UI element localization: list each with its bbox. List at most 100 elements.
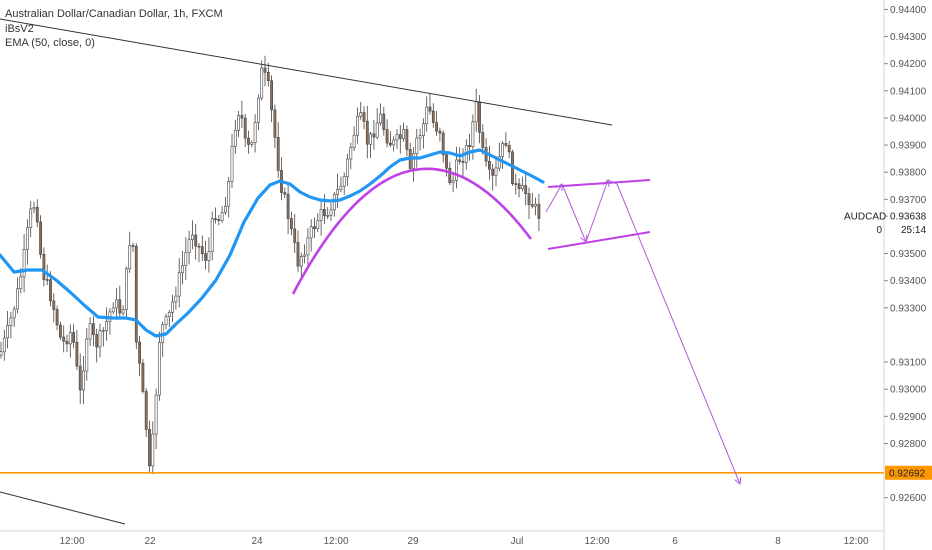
candle-body-26: [85, 338, 89, 372]
price-axis: 0.94400 0.94300 0.94200 0.94100 0.94000 0.939…: [844, 0, 932, 550]
projection-segment-2: [585, 179, 609, 243]
projection-arrowhead-0: [555, 183, 563, 192]
candle-body-79: [260, 67, 264, 99]
candle-body-154: [507, 145, 511, 153]
price-tick-label-6: 0.93800: [890, 168, 927, 179]
candle-body-75: [247, 137, 250, 145]
candle-body-163: [537, 203, 541, 219]
candle-body-55: [181, 265, 184, 274]
time-tick-label-7: 6: [672, 536, 678, 547]
candle-body-58: [191, 234, 194, 240]
level-price-label: 0.92692: [889, 468, 926, 479]
ema-line: [0, 148, 545, 338]
resistance-trendline: [0, 18, 613, 126]
candle-body-122: [402, 129, 406, 139]
candle-body-38: [125, 268, 128, 310]
projection-arrowhead-2: [602, 179, 610, 187]
candle-body-126: [415, 137, 419, 154]
candle-body-50: [164, 316, 168, 326]
last-price-value: 0.93638: [890, 212, 927, 223]
candle-body-109: [359, 112, 363, 117]
candles-group: [0, 55, 541, 475]
candle-body-93: [306, 237, 310, 256]
indicator-label-ibsv2[interactable]: iBsV2: [5, 23, 34, 35]
candle-body-34: [111, 307, 115, 313]
candle-body-54: [177, 272, 181, 297]
candle-body-13: [42, 254, 46, 280]
time-tick-label-8: 8: [775, 536, 781, 547]
candle-body-129: [425, 106, 429, 125]
candle-body-60: [197, 245, 201, 248]
candle-body-120: [395, 134, 399, 141]
candle-body-31: [101, 330, 105, 332]
candle-body-81: [266, 72, 270, 82]
candle-body-68: [224, 205, 227, 213]
candle-body-146: [481, 132, 485, 148]
candle-body-65: [214, 218, 217, 220]
candle-body-114: [375, 122, 379, 138]
candle-body-25: [82, 370, 85, 391]
price-tick-label-12: 0.93000: [890, 385, 927, 396]
candle-body-97: [319, 209, 323, 222]
candle-body-95: [313, 226, 316, 229]
candle-body-162: [534, 203, 538, 207]
time-tick-label-0: 12:00: [59, 536, 84, 547]
price-tick-label-0: 0.94400: [890, 5, 927, 16]
candle-body-2: [6, 324, 10, 339]
price-marker-label: 0: [876, 225, 882, 236]
indicator-label-ema[interactable]: EMA (50, close, 0): [5, 37, 95, 49]
rounding-top-arc: [291, 167, 533, 295]
candle-body-108: [355, 116, 359, 136]
candle-body-157: [517, 183, 521, 190]
candle-body-89: [293, 228, 297, 243]
candle-body-59: [194, 234, 198, 247]
candle-body-24: [78, 365, 82, 391]
candle-body-82: [270, 80, 274, 111]
drawings-group: [0, 18, 884, 525]
candle-body-143: [471, 121, 475, 148]
projection-arrowhead-3: [734, 476, 742, 485]
candle-body-127: [418, 135, 422, 139]
candle-body-6: [19, 276, 23, 289]
candle-body-77: [253, 122, 257, 144]
candle-body-27: [88, 323, 92, 340]
candle-body-43: [141, 362, 145, 392]
candle-body-20: [65, 340, 69, 345]
candle-body-47: [154, 394, 158, 435]
candle-body-18: [58, 324, 62, 338]
candle-body-3: [9, 317, 13, 326]
candle-body-88: [289, 218, 293, 230]
candle-body-52: [171, 301, 175, 313]
candle-body-123: [405, 129, 409, 150]
price-tick-label-11: 0.93100: [890, 358, 927, 369]
candle-body-90: [296, 242, 300, 267]
candle-body-94: [309, 226, 313, 239]
candle-body-8: [25, 227, 29, 250]
candle-body-84: [276, 137, 280, 171]
candle-body-125: [412, 153, 415, 169]
candle-body-30: [98, 330, 102, 348]
candle-body-118: [388, 142, 392, 146]
candle-body-63: [207, 251, 211, 261]
time-tick-label-9: 12:00: [843, 536, 868, 547]
candle-body-149: [491, 168, 495, 176]
projection-arrowhead-1: [580, 234, 588, 243]
candle-body-159: [524, 185, 528, 195]
candle-body-142: [468, 145, 472, 148]
ema-group: [0, 148, 545, 338]
price-tick-label-2: 0.94200: [890, 59, 927, 70]
candle-body-111: [365, 120, 369, 145]
candle-body-10: [32, 207, 36, 210]
candle-body-12: [39, 221, 43, 255]
candle-body-7: [22, 249, 26, 278]
candle-body-21: [68, 332, 72, 345]
candle-body-15: [49, 279, 52, 302]
candle-body-115: [379, 113, 382, 124]
projection-segment-3: [607, 179, 618, 185]
candle-body-150: [494, 167, 498, 176]
candle-body-22: [72, 332, 76, 343]
candle-body-53: [174, 295, 178, 303]
candle-body-156: [514, 183, 518, 185]
